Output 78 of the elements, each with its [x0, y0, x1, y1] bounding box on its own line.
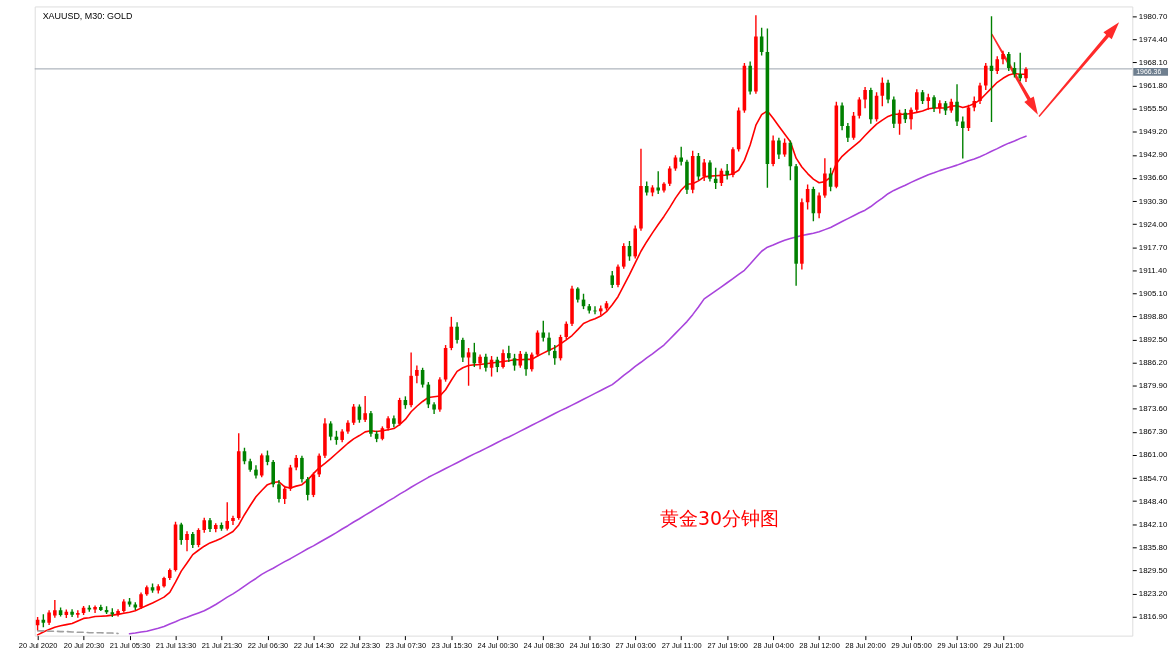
y-tick-label: 1917.70 [1138, 242, 1168, 252]
y-tick-label: 1835.80 [1138, 542, 1168, 552]
candlestick [507, 345, 511, 363]
candlestick [116, 608, 120, 618]
candlestick [777, 136, 781, 160]
candlestick [455, 321, 459, 345]
y-tick-label: 1911.40 [1138, 265, 1168, 275]
y-tick-label: 1829.50 [1138, 565, 1168, 575]
y-tick-label: 1886.20 [1138, 358, 1168, 368]
y-tick-label: 1924.00 [1138, 219, 1168, 229]
candlestick [840, 101, 844, 132]
candlestick [978, 81, 982, 105]
candlestick [369, 410, 373, 438]
candlestick [1018, 51, 1023, 82]
candlestick [461, 337, 465, 363]
candlestick [1006, 51, 1011, 72]
y-tick-label: 1949.20 [1138, 127, 1168, 137]
y-tick-label: 1942.90 [1138, 150, 1168, 160]
candlestick [547, 331, 551, 357]
candlestick [846, 122, 850, 143]
candlestick [983, 62, 988, 91]
candlestick [231, 515, 235, 526]
candlestick [679, 146, 683, 167]
y-tick-label: 1867.30 [1138, 427, 1168, 437]
y-tick-label: 1968.10 [1138, 58, 1168, 68]
candlestick [823, 157, 827, 199]
candlestick [300, 455, 304, 484]
text: XAUUSD, M30: GOLD [42, 11, 133, 22]
y-tick-label: 1861.00 [1138, 450, 1168, 460]
y-tick-label: 1892.50 [1138, 335, 1168, 345]
y-tick-label: 1816.90 [1138, 612, 1168, 622]
candlestick [702, 158, 706, 182]
candlestick [466, 347, 471, 387]
candlestick [909, 106, 913, 131]
y-tick-label: 1974.40 [1138, 34, 1168, 44]
candlestick [277, 479, 281, 504]
candlestick [259, 452, 264, 479]
candlestick [363, 395, 367, 423]
candlestick [271, 459, 275, 488]
y-tick-label: 1823.20 [1138, 588, 1168, 598]
candlestick [70, 608, 74, 618]
candlestick [817, 191, 821, 219]
candlestick [225, 501, 230, 532]
line-series [128, 135, 1027, 635]
y-tick-label: 1854.70 [1138, 473, 1168, 483]
y-tick-label: 1848.40 [1138, 496, 1168, 506]
candlestick [915, 88, 919, 113]
candlestick [524, 350, 528, 377]
candlestick [185, 530, 189, 553]
candlestick [76, 609, 80, 619]
y-tick-label: 1980.70 [1138, 11, 1168, 21]
candlestick [656, 170, 660, 195]
y-tick-label: 1905.10 [1138, 288, 1168, 298]
y-tick-label: 1873.60 [1138, 404, 1168, 414]
candlestick [708, 159, 712, 183]
candlestick [415, 364, 419, 384]
candlestick [886, 79, 890, 104]
y-tick-label: 1879.90 [1138, 381, 1168, 391]
candlestick [771, 134, 775, 167]
y-tick-label: 1898.80 [1138, 311, 1168, 321]
y-tick-label: 1936.60 [1138, 173, 1168, 183]
candlestick [955, 83, 959, 127]
candlestick [501, 348, 505, 370]
y-tick-label: 1930.30 [1138, 196, 1168, 206]
y-tick-label: 1961.80 [1138, 81, 1168, 91]
candlestick [179, 522, 184, 546]
candlestick [960, 115, 965, 160]
candlestick [621, 242, 626, 270]
y-tick-label: 1842.10 [1138, 519, 1168, 529]
candlestick [616, 263, 620, 288]
candlestick [317, 452, 321, 478]
candlestick [863, 86, 867, 110]
candlestick [53, 599, 57, 619]
candlestick [530, 351, 534, 373]
candlestick [552, 344, 557, 366]
candlestick [725, 163, 729, 181]
annotation: 黄金30分钟图 [660, 508, 780, 530]
y-tick-label: 1955.50 [1138, 104, 1168, 114]
